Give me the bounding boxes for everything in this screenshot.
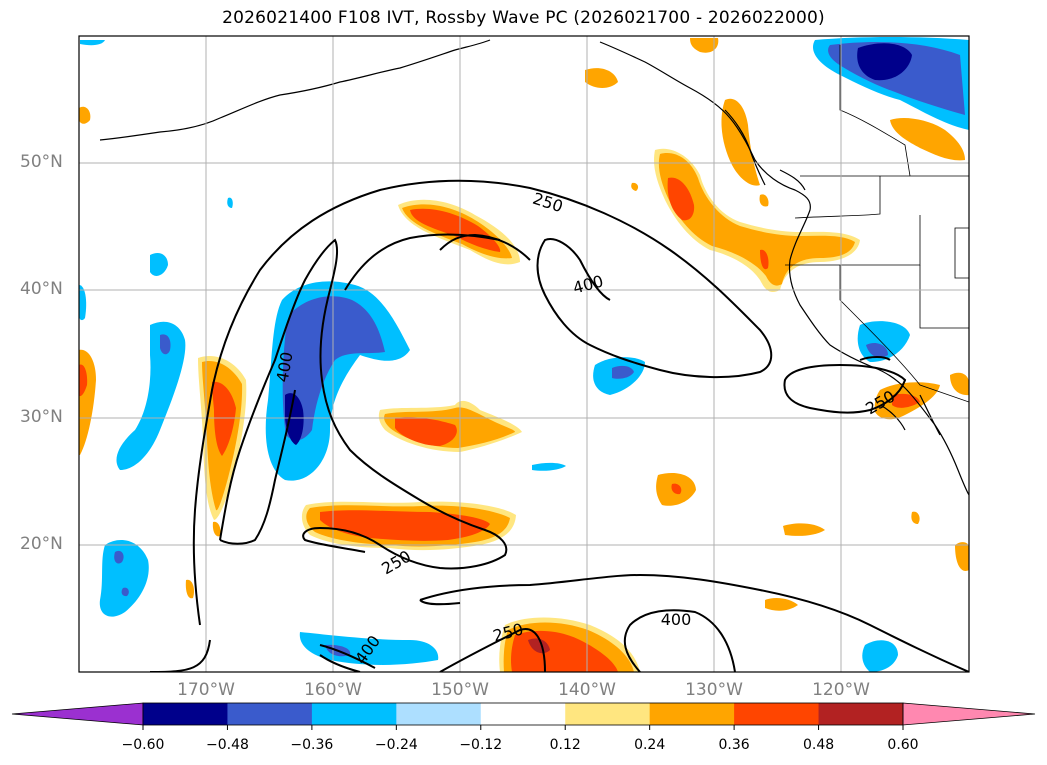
colorbar-frame xyxy=(142,702,904,726)
lon-label-170w: 170°W xyxy=(177,680,235,700)
colorbar-segment xyxy=(734,703,820,725)
lon-label-120w: 120°W xyxy=(812,680,870,700)
colorbar-segment xyxy=(818,703,904,725)
colorbar-tick-label: −0.24 xyxy=(374,737,418,753)
colorbar-segment xyxy=(565,703,651,725)
lat-label-20n: 20°N xyxy=(20,534,63,554)
colorbar-tick-label: 0.12 xyxy=(549,737,581,753)
colorbar-segment xyxy=(480,703,566,725)
lon-label-140w: 140°W xyxy=(558,680,616,700)
colorbar-tick-label: −0.48 xyxy=(205,737,249,753)
contour-label: 400 xyxy=(661,610,692,629)
colorbar-tick-label: 0.60 xyxy=(887,737,919,753)
colorbar-segment xyxy=(311,703,397,725)
colorbar-segment xyxy=(649,703,735,725)
lon-label-130w: 130°W xyxy=(685,680,743,700)
colorbar-tick-label: 0.36 xyxy=(718,737,750,753)
gridlines xyxy=(79,36,969,672)
colorbar-tick-label: −0.60 xyxy=(121,737,165,753)
map-background xyxy=(79,36,969,672)
colorbar-segment xyxy=(143,703,228,725)
colorbar-extend-low xyxy=(11,702,144,726)
positive-pc-regions xyxy=(79,38,969,672)
lon-label-160w: 160°W xyxy=(304,680,362,700)
ivt-contours xyxy=(149,179,969,672)
map-frame xyxy=(78,35,970,673)
lat-label-30n: 30°N xyxy=(20,407,63,427)
colorbar-tick-label: 0.24 xyxy=(634,737,666,753)
colorbar-tick-label: −0.12 xyxy=(459,737,503,753)
state-borders xyxy=(785,45,969,403)
colorbar-tick-label: 0.48 xyxy=(802,737,835,753)
colorbar-segments xyxy=(11,702,1036,730)
map-title: 2026021400 F108 IVT, Rossby Wave PC (202… xyxy=(222,8,825,28)
colorbar-extend-high xyxy=(902,702,1036,726)
lon-label-150w: 150°W xyxy=(431,680,489,700)
colorbar-segment xyxy=(227,703,313,725)
coastlines xyxy=(99,39,969,496)
colorbar-tick-label: −0.36 xyxy=(290,737,334,753)
lat-label-50n: 50°N xyxy=(20,152,63,172)
colorbar-segment xyxy=(396,703,482,725)
lat-label-40n: 40°N xyxy=(20,279,63,299)
